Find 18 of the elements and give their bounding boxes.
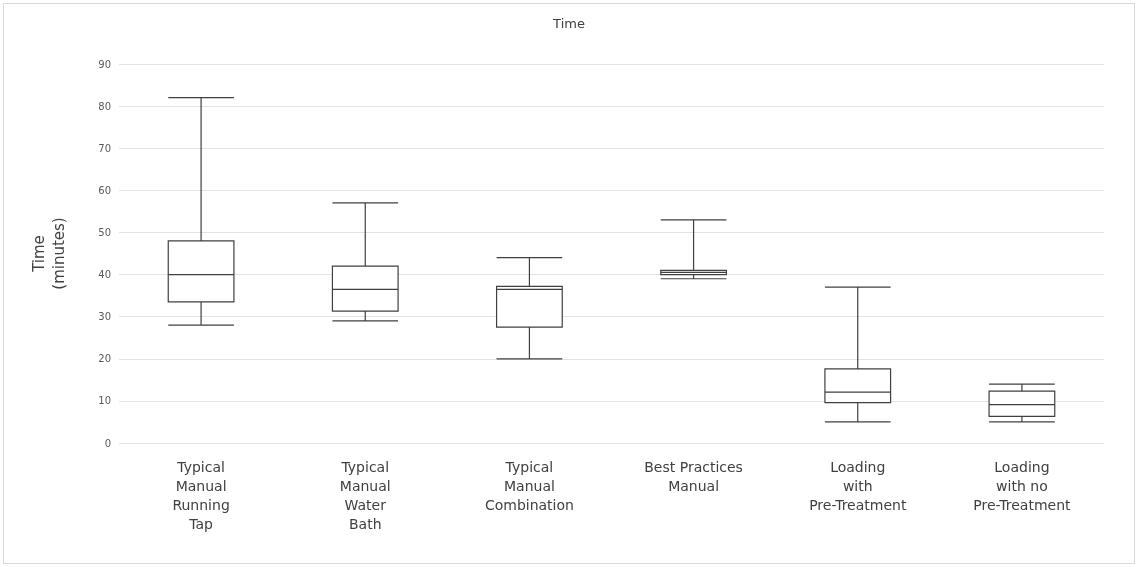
y-tick-label: 90 — [98, 58, 111, 70]
y-tick-label: 0 — [104, 437, 111, 449]
x-tick-label: Loading with Pre-Treatment — [809, 458, 907, 513]
y-tick-label: 70 — [98, 142, 111, 154]
y-tick-label: 30 — [98, 311, 111, 323]
y-tick-label: 50 — [98, 226, 111, 238]
x-tick-label: Typical Manual Combination — [484, 458, 574, 513]
y-tick-label: 20 — [98, 353, 111, 365]
y-tick-label: 80 — [98, 100, 111, 112]
x-tick-label: Typical Manual Water Bath — [339, 458, 391, 532]
chart-title: Time — [552, 16, 585, 31]
y-tick-label: 10 — [98, 395, 111, 407]
y-tick-label: 40 — [98, 269, 111, 281]
x-tick-label: Best Practices Manual — [644, 458, 743, 494]
y-axis-title: Time (minutes) — [30, 217, 68, 290]
x-tick-label: Typical Manual Running Tap — [172, 458, 230, 532]
y-tick-label: 60 — [98, 184, 111, 196]
x-tick-label: Loading with no Pre-Treatment — [973, 458, 1072, 513]
